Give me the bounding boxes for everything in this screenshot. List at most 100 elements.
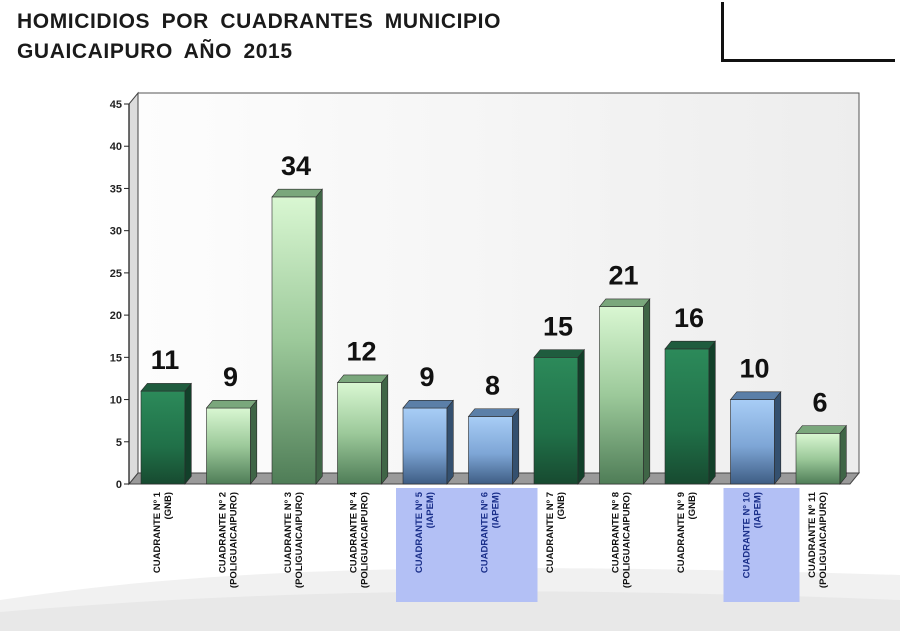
bar-front [206,407,251,485]
category-agency: (POLIGUAICAIPURO) [229,492,240,588]
y-tick-label: 10 [110,395,122,407]
bar-side [381,374,389,485]
bar-front [795,433,841,485]
bar-side [446,399,454,485]
bar-front [468,416,513,485]
category-name: CUADRANTE Nº 1 [152,491,163,573]
bar [205,399,258,485]
category-name: CUADRANTE Nº 9 [676,492,687,573]
category-name: CUADRANTE Nº 6 [480,492,491,573]
category-label-highlight [723,488,800,602]
bar [598,298,651,485]
bar-top [533,349,585,358]
bar-side [577,348,585,485]
category-label: CUADRANTE Nº 6 (IAPEM) [461,488,538,602]
bar-side [512,407,520,485]
category-agency: (IAPEM) [491,492,502,528]
page-title: HOMICIDIOS POR CUADRANTES MUNICIPIO GUAI… [17,10,502,63]
category-name: CUADRANTE Nº 2 [218,492,229,573]
corner-frame [721,2,895,62]
category-agency: (POLIGUAICAIPURO) [294,492,305,588]
bar-front [271,196,317,485]
bar-top [402,399,454,409]
bar-top [271,188,323,198]
bar [664,340,716,485]
bar-front [337,382,382,485]
category-agency: (GNB) [556,492,567,519]
category-agency: (POLIGUAICAIPURO) [622,492,633,588]
category-label: CUADRANTE Nº 11 (POLIGUAICAIPURO) [807,491,829,588]
category-name: CUADRANTE Nº 10 [742,492,753,578]
bar [795,424,847,485]
category-name: CUADRANTE Nº 3 [283,492,294,573]
bar [729,391,782,485]
y-axis: 0 5 10 15 20 25 30 35 40 45 [110,99,129,491]
bar [533,348,585,485]
bar [271,188,323,485]
data-label: 15 [543,311,573,341]
bars [140,188,847,485]
bar-top [729,391,782,400]
bar-front [402,407,448,485]
category-label: CUADRANTE Nº 9 (GNB) [676,492,698,573]
data-label: 11 [151,345,180,375]
category-agency: (GNB) [163,492,174,519]
category-agency: (GNB) [687,492,698,519]
bar-top [664,340,716,350]
category-label: CUADRANTE Nº 4 (POLIGUAICAIPURO) [349,491,371,588]
bar-top [598,298,651,307]
x-axis-category-labels: CUADRANTE Nº 1 (GNB) CUADRANTE Nº 2 (POLIGU… [152,488,829,602]
bar-side [708,340,716,485]
bar-side [643,298,651,485]
bar-top [336,374,389,383]
bar-front [730,399,775,485]
y-tick-label: 35 [110,183,122,195]
category-name: CUADRANTE Nº 7 [545,492,556,573]
category-name: CUADRANTE Nº 4 [349,491,360,573]
data-label: 9 [419,362,434,392]
bar-front [533,357,579,485]
category-label: CUADRANTE Nº 7 (GNB) [545,492,567,573]
category-name: CUADRANTE Nº 11 [807,491,818,578]
category-label: CUADRANTE Nº 1 (GNB) [152,491,174,573]
bar-top [795,425,847,434]
y-tick-label: 0 [116,479,122,491]
bar [402,399,454,485]
bar-front [599,306,644,485]
category-label: CUADRANTE Nº 8 (POLIGUAICAIPURO) [611,492,633,588]
category-label: CUADRANTE Nº 10 (IAPEM) [723,488,800,602]
data-label: 34 [281,151,311,181]
data-label: 8 [485,370,500,400]
data-label: 12 [346,337,376,367]
category-label: CUADRANTE Nº 3 (POLIGUAICAIPURO) [283,492,305,588]
bar-side [839,424,847,485]
data-label: 9 [223,362,238,392]
y-tick-label: 45 [110,99,122,111]
category-label-highlight [461,488,538,602]
data-label: 16 [674,303,704,333]
bar-top [140,383,192,392]
category-label-highlight [396,488,472,602]
bar-side [184,382,192,485]
category-agency: (IAPEM) [425,492,436,528]
category-name: CUADRANTE Nº 8 [611,492,622,573]
bar [467,407,520,485]
category-label: CUADRANTE Nº 5 (IAPEM) [396,488,472,602]
category-agency: (IAPEM) [753,492,764,528]
category-agency: (POLIGUAICAIPURO) [818,492,829,588]
y-tick-label: 30 [110,226,122,238]
data-label: 6 [812,387,827,417]
category-label: CUADRANTE Nº 2 (POLIGUAICAIPURO) [218,492,240,588]
bar-top [205,399,258,409]
bar-side [315,188,323,485]
category-agency: (POLIGUAICAIPURO) [360,492,371,588]
bar [336,374,389,485]
chart-side-wall [128,91,139,486]
y-tick-label: 5 [116,437,122,449]
data-label: 10 [739,354,769,384]
y-tick-label: 15 [110,352,122,364]
data-labels: 11 9 34 12 9 8 15 21 16 10 6 [151,151,828,417]
y-tick-label: 40 [110,141,122,153]
bar-front [664,348,710,485]
